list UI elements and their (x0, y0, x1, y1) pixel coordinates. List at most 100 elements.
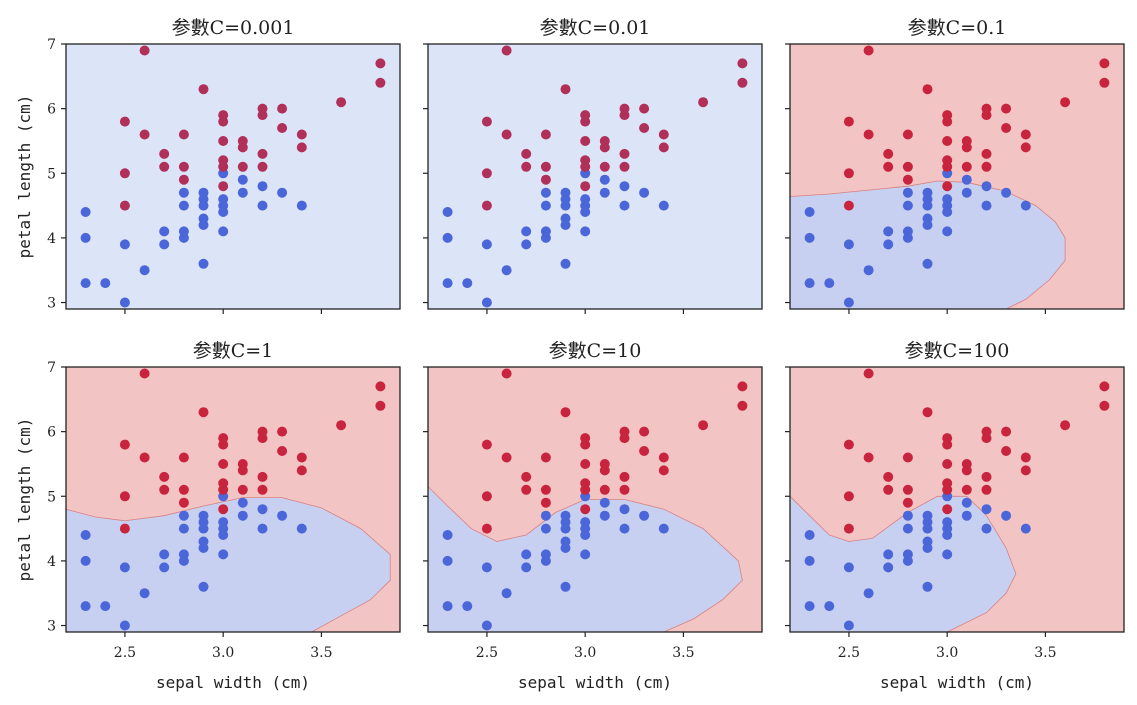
point-class-0 (198, 258, 209, 269)
point-class-1 (737, 58, 748, 69)
point-class-0 (599, 497, 610, 508)
point-class-0 (961, 174, 972, 185)
point-class-1 (599, 161, 610, 172)
point-class-1 (698, 97, 709, 108)
point-class-1 (119, 439, 130, 450)
point-class-0 (1020, 200, 1031, 211)
region-class-0 (790, 496, 1016, 632)
point-class-0 (922, 543, 933, 553)
point-class-0 (981, 181, 992, 192)
point-class-0 (942, 207, 953, 217)
point-class-1 (375, 400, 386, 411)
point-class-0 (119, 297, 130, 308)
point-class-0 (178, 555, 189, 566)
point-class-0 (540, 200, 551, 211)
point-class-1 (521, 161, 532, 172)
point-class-1 (942, 161, 953, 172)
point-class-0 (296, 523, 307, 534)
point-class-0 (218, 226, 229, 237)
point-class-0 (599, 187, 610, 198)
x-tick-label: 3.0 (936, 645, 958, 661)
point-class-1 (336, 420, 347, 431)
y-tick-label: 4 (47, 231, 56, 247)
y-axis-label: petal length (cm) (15, 418, 34, 582)
point-class-1 (619, 471, 630, 482)
point-class-0 (902, 510, 913, 521)
point-class-1 (843, 439, 854, 450)
point-class-1 (540, 129, 551, 140)
point-class-0 (80, 601, 91, 612)
point-class-0 (961, 497, 972, 508)
region-background (66, 44, 400, 309)
point-class-0 (1001, 510, 1012, 521)
point-class-0 (178, 510, 189, 521)
point-class-1 (883, 148, 894, 159)
x-axis-label: sepal width (cm) (880, 673, 1034, 692)
y-tick-label: 4 (47, 554, 56, 570)
axes-frame (789, 366, 1125, 633)
point-class-0 (922, 220, 933, 230)
point-class-1 (1060, 420, 1071, 431)
point-class-1 (902, 484, 913, 495)
point-class-1 (257, 110, 268, 121)
point-class-0 (981, 200, 992, 211)
point-class-1 (560, 84, 571, 95)
point-class-0 (560, 543, 571, 553)
point-class-0 (540, 555, 551, 566)
point-class-1 (296, 142, 307, 153)
point-class-1 (843, 491, 854, 502)
point-class-1 (257, 148, 268, 159)
point-class-0 (824, 601, 835, 612)
point-class-1 (619, 110, 630, 121)
point-class-1 (1001, 103, 1012, 114)
point-class-1 (237, 142, 248, 153)
point-class-0 (961, 187, 972, 198)
point-class-1 (159, 471, 170, 482)
point-class-0 (442, 555, 453, 566)
point-class-1 (942, 181, 953, 192)
point-class-1 (580, 161, 591, 172)
scatter-points (804, 45, 1110, 308)
point-class-0 (237, 497, 248, 508)
point-class-0 (159, 226, 170, 237)
point-class-0 (521, 226, 532, 237)
point-class-1 (942, 136, 953, 146)
point-class-1 (237, 161, 248, 172)
point-class-0 (804, 207, 815, 217)
point-class-1 (481, 168, 492, 179)
point-class-1 (296, 465, 307, 476)
point-class-0 (159, 549, 170, 560)
point-class-1 (961, 484, 972, 495)
point-class-1 (218, 459, 229, 469)
point-class-1 (619, 433, 630, 444)
point-class-0 (804, 601, 815, 612)
point-class-1 (277, 446, 288, 456)
point-class-1 (257, 433, 268, 444)
point-class-0 (560, 523, 571, 534)
point-class-1 (540, 497, 551, 508)
x-tick-label: 2.5 (838, 645, 860, 661)
point-class-1 (178, 161, 189, 172)
point-class-1 (883, 471, 894, 482)
point-class-1 (580, 181, 591, 192)
point-class-1 (481, 439, 492, 450)
scatter-points (80, 45, 386, 308)
x-tick-label: 2.5 (476, 645, 498, 661)
point-class-0 (159, 562, 170, 573)
point-class-0 (540, 187, 551, 198)
point-class-0 (961, 510, 972, 521)
point-class-1 (580, 439, 591, 450)
point-class-1 (902, 497, 913, 508)
point-class-0 (277, 510, 288, 521)
axes-frame (789, 43, 1125, 310)
point-class-0 (619, 504, 630, 515)
point-class-1 (257, 471, 268, 482)
point-class-0 (139, 588, 150, 599)
point-class-1 (942, 439, 953, 450)
point-class-0 (462, 601, 473, 612)
point-class-1 (942, 116, 953, 127)
point-class-0 (902, 555, 913, 566)
point-class-1 (658, 465, 669, 476)
point-class-1 (619, 148, 630, 159)
panel-1: 3 4 5 6 7 参數C=0.001 petal length (cm) (15, 17, 401, 314)
